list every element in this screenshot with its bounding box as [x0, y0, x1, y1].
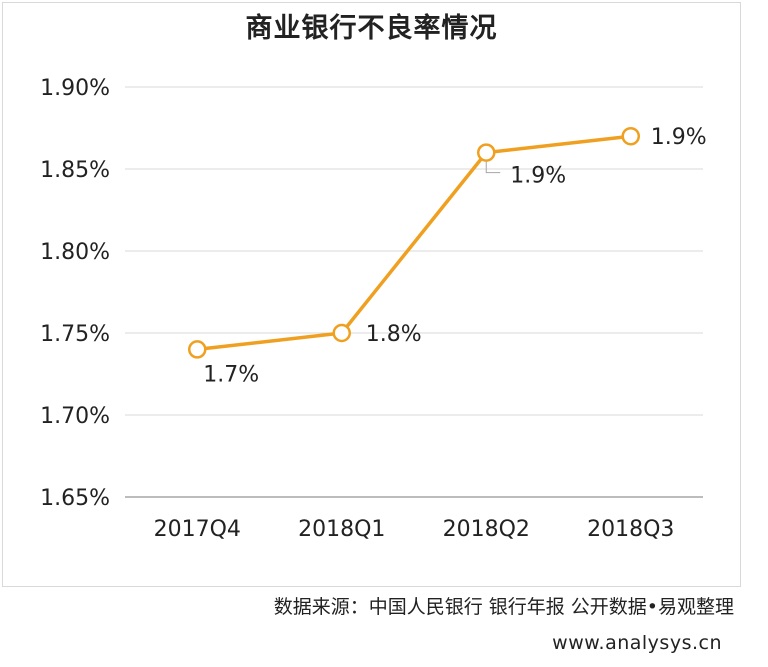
x-axis-ticks: 2017Q4 2018Q1 2018Q2 2018Q3 — [154, 517, 675, 542]
y-tick-label: 1.85% — [40, 158, 110, 183]
data-point — [621, 126, 640, 146]
data-label: 1.7% — [203, 362, 259, 387]
series-points — [188, 126, 640, 359]
source-note: 数据来源：中国人民银行 银行年报 公开数据•易观整理 — [273, 596, 734, 618]
y-tick-label: 1.80% — [40, 240, 110, 265]
data-labels: 1.7% 1.8% 1.9% 1.9% — [203, 125, 706, 387]
data-label: 1.9% — [651, 125, 707, 150]
data-point — [477, 143, 496, 162]
grid-lines — [125, 86, 703, 498]
y-tick-label: 1.90% — [40, 76, 110, 101]
series-line-path — [197, 134, 631, 352]
data-label-leader — [485, 161, 501, 174]
x-tick-label: 2017Q4 — [154, 517, 241, 542]
x-tick-label: 2018Q1 — [298, 517, 385, 542]
x-tick-label: 2018Q3 — [587, 517, 674, 542]
data-label: 1.9% — [510, 164, 566, 189]
y-tick-label: 1.70% — [40, 404, 110, 429]
data-label: 1.8% — [366, 322, 422, 347]
x-tick-label: 2018Q2 — [443, 517, 530, 542]
y-tick-label: 1.75% — [40, 322, 110, 347]
website-url: www.analysys.cn — [552, 632, 722, 654]
series-line — [197, 134, 631, 352]
chart-title: 商业银行不良率情况 — [245, 13, 498, 44]
data-point — [332, 323, 351, 343]
y-axis-ticks: 1.65% 1.70% 1.75% 1.80% 1.85% 1.90% — [40, 76, 110, 511]
data-point — [188, 340, 207, 359]
y-tick-label: 1.65% — [40, 486, 110, 511]
